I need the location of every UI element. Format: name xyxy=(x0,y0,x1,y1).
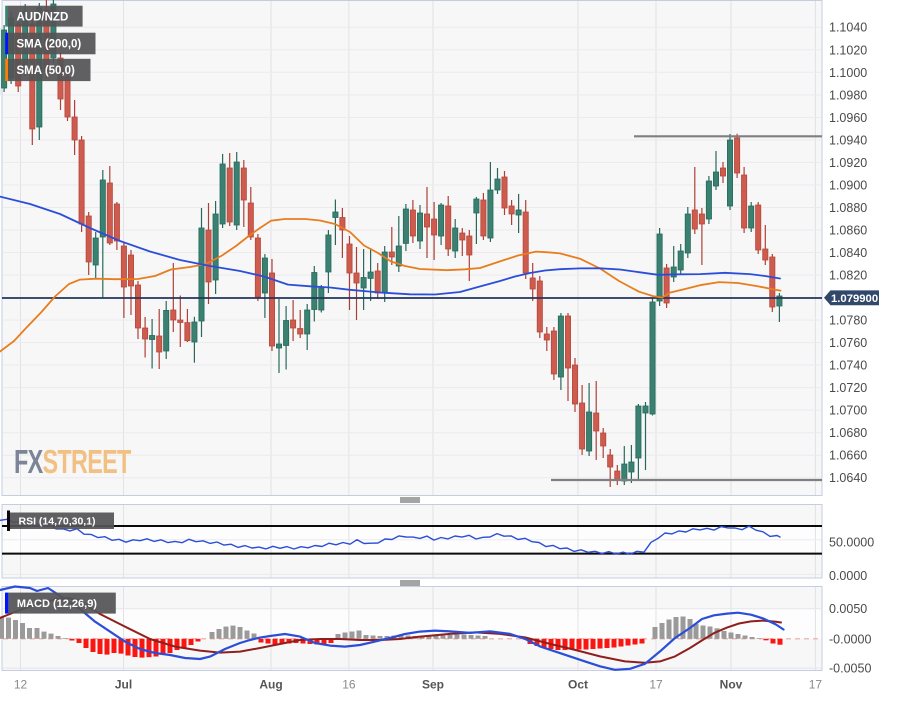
svg-text:-0.0000: -0.0000 xyxy=(829,633,871,647)
svg-text:1.0740: 1.0740 xyxy=(829,359,867,373)
svg-text:1.0860: 1.0860 xyxy=(829,223,867,237)
svg-text:1.079900: 1.079900 xyxy=(831,293,878,305)
svg-text:AUD/NZD: AUD/NZD xyxy=(17,11,69,23)
svg-text:FXSTREET: FXSTREET xyxy=(14,444,132,481)
svg-text:Jul: Jul xyxy=(115,678,132,692)
svg-text:SMA (200,0): SMA (200,0) xyxy=(17,39,82,51)
svg-text:1.0980: 1.0980 xyxy=(829,88,867,102)
svg-text:0.0050: 0.0050 xyxy=(829,602,867,616)
svg-text:1.0840: 1.0840 xyxy=(829,246,867,260)
svg-text:SMA (50,0): SMA (50,0) xyxy=(17,65,76,77)
svg-text:1.0880: 1.0880 xyxy=(829,201,867,215)
svg-text:-0.0050: -0.0050 xyxy=(829,662,871,676)
svg-text:1.0820: 1.0820 xyxy=(829,269,867,283)
svg-text:0.0000: 0.0000 xyxy=(829,569,867,583)
svg-text:Nov: Nov xyxy=(720,678,743,692)
svg-text:Sep: Sep xyxy=(422,678,444,692)
svg-text:1.0920: 1.0920 xyxy=(829,156,867,170)
svg-text:1.0780: 1.0780 xyxy=(829,314,867,328)
svg-text:1.1000: 1.1000 xyxy=(829,66,867,80)
svg-text:1.0680: 1.0680 xyxy=(829,426,867,440)
svg-text:1.0940: 1.0940 xyxy=(829,133,867,147)
svg-text:1.0960: 1.0960 xyxy=(829,111,867,125)
svg-text:1.0660: 1.0660 xyxy=(829,449,867,463)
svg-text:MACD (12,26,9): MACD (12,26,9) xyxy=(17,598,97,610)
svg-text:17: 17 xyxy=(809,678,823,692)
svg-text:RSI (14,70,30,1): RSI (14,70,30,1) xyxy=(19,516,96,528)
svg-text:1.1020: 1.1020 xyxy=(829,43,867,57)
svg-text:Oct: Oct xyxy=(568,678,588,692)
svg-text:Aug: Aug xyxy=(259,678,282,692)
svg-text:50.0000: 50.0000 xyxy=(829,535,874,549)
svg-text:1.0720: 1.0720 xyxy=(829,381,867,395)
svg-text:16: 16 xyxy=(342,678,356,692)
svg-text:1.0900: 1.0900 xyxy=(829,178,867,192)
svg-text:1.0700: 1.0700 xyxy=(829,404,867,418)
svg-text:1.0760: 1.0760 xyxy=(829,336,867,350)
svg-text:1.1040: 1.1040 xyxy=(829,21,867,35)
svg-text:12: 12 xyxy=(14,678,28,692)
svg-text:17: 17 xyxy=(649,678,663,692)
svg-text:1.0640: 1.0640 xyxy=(829,471,867,485)
